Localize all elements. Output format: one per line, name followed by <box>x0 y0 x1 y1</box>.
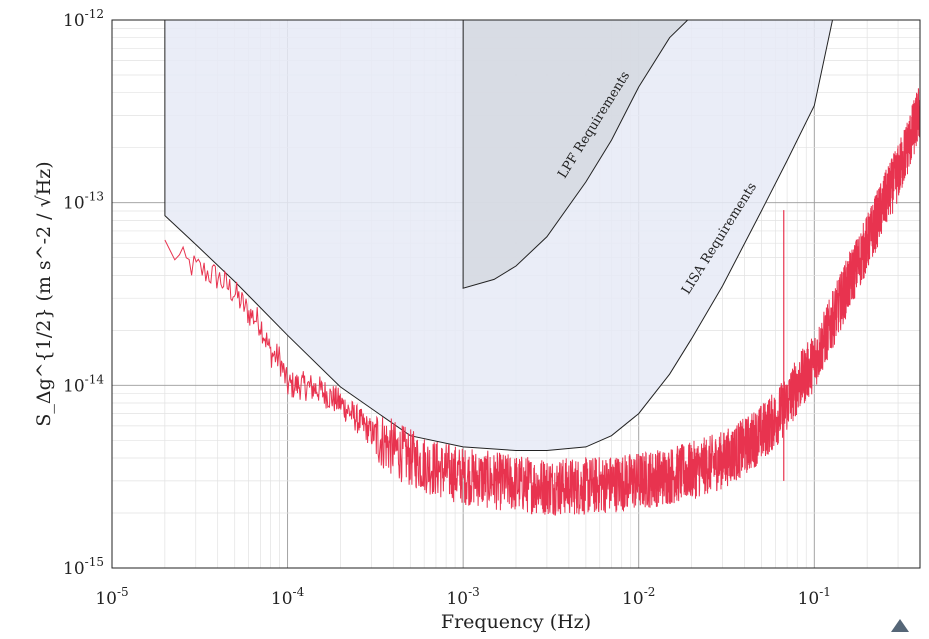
x-axis-label: Frequency (Hz) <box>441 611 591 633</box>
y-tick-label: 10-15 <box>63 555 104 579</box>
x-tick-label: 10-3 <box>446 585 479 609</box>
lisa-requirement-curve <box>164 20 833 451</box>
x-tick-label: 10-1 <box>798 585 831 609</box>
y-axis-label: S_Δg^{1/2} (m s^-2 / √Hz) <box>33 161 55 426</box>
x-tick-label: 10-2 <box>622 585 655 609</box>
lpf-requirement-curve <box>462 20 689 289</box>
y-tick-label: 10-13 <box>63 190 104 214</box>
noise-series-line <box>164 88 920 516</box>
plot-frame <box>111 19 921 569</box>
tick-labels: 10-5 10-4 10-3 10-2 10-1 10-15 10-14 10-13 10-12 <box>63 7 831 609</box>
scroll-up-icon[interactable] <box>891 619 909 632</box>
x-tick-label: 10-4 <box>271 585 305 609</box>
noise-series <box>164 88 920 516</box>
requirement-regions <box>164 20 833 451</box>
lpf-requirement-region <box>463 20 688 289</box>
y-tick-label: 10-14 <box>63 372 104 396</box>
y-tick-label: 10-12 <box>63 7 104 31</box>
y-axis-label-text: S_Δg^{1/2} (m s^-2 / √Hz) <box>33 161 55 426</box>
x-tick-label: 10-5 <box>95 585 128 609</box>
